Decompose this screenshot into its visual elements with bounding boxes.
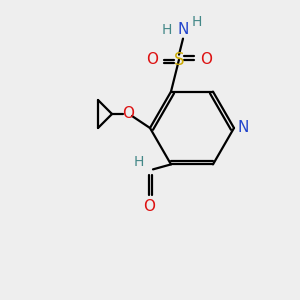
- Text: O: O: [143, 199, 155, 214]
- Text: H: H: [162, 22, 172, 37]
- Text: H: H: [192, 15, 202, 28]
- Text: O: O: [122, 106, 134, 122]
- Text: N: N: [177, 22, 189, 37]
- Text: O: O: [200, 52, 212, 67]
- Text: H: H: [134, 155, 144, 170]
- Text: N: N: [237, 121, 249, 136]
- Text: O: O: [146, 52, 158, 67]
- Text: S: S: [174, 51, 184, 69]
